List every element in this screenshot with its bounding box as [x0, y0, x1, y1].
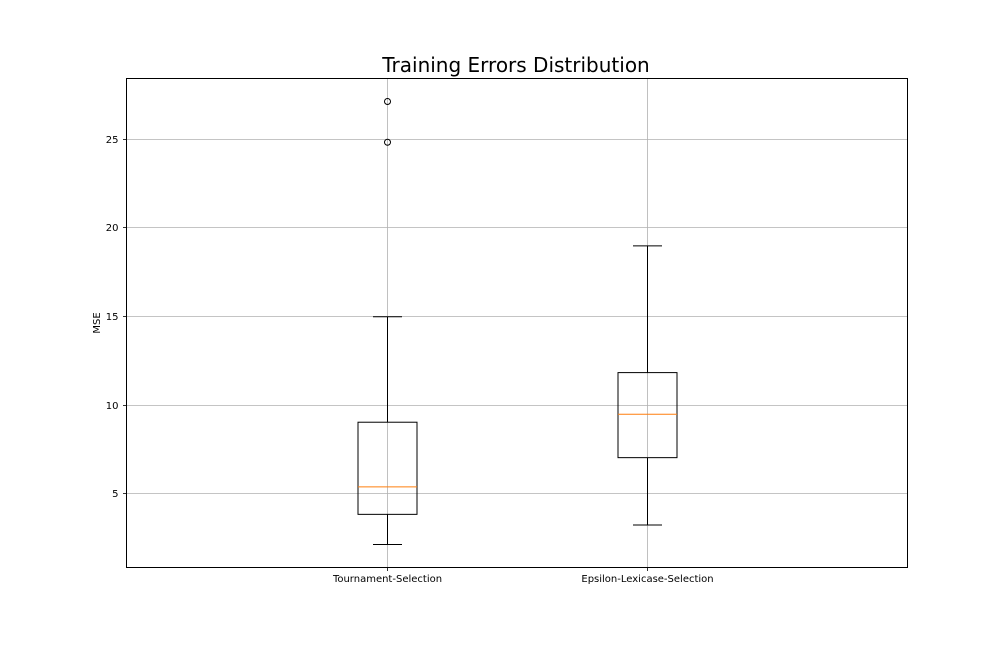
tick-layer: 5 10 15 20 25 Tournament-Selection Epsilon-Lex… [106, 135, 714, 585]
y-tick-label: 5 [112, 489, 118, 500]
box-group-tournament-selection [357, 98, 418, 545]
chart-title: Training Errors Distribution [381, 53, 649, 77]
y-axis-label: MSE [92, 312, 103, 333]
y-tick-label: 25 [106, 135, 119, 146]
box-layer [357, 98, 678, 545]
y-tick-label: 15 [106, 312, 119, 323]
box-iqr [357, 421, 418, 515]
box-iqr [617, 372, 678, 459]
plot-frame [126, 78, 908, 568]
y-tick-label: 10 [106, 401, 119, 412]
outlier-point [384, 98, 391, 106]
x-tick-label: Epsilon-Lexicase-Selection [581, 574, 713, 585]
box-group-epsilon-lexicase-selection [617, 245, 678, 526]
y-tick-label: 20 [106, 223, 119, 234]
outlier-point [384, 138, 391, 146]
x-tick-label: Tournament-Selection [332, 574, 442, 585]
